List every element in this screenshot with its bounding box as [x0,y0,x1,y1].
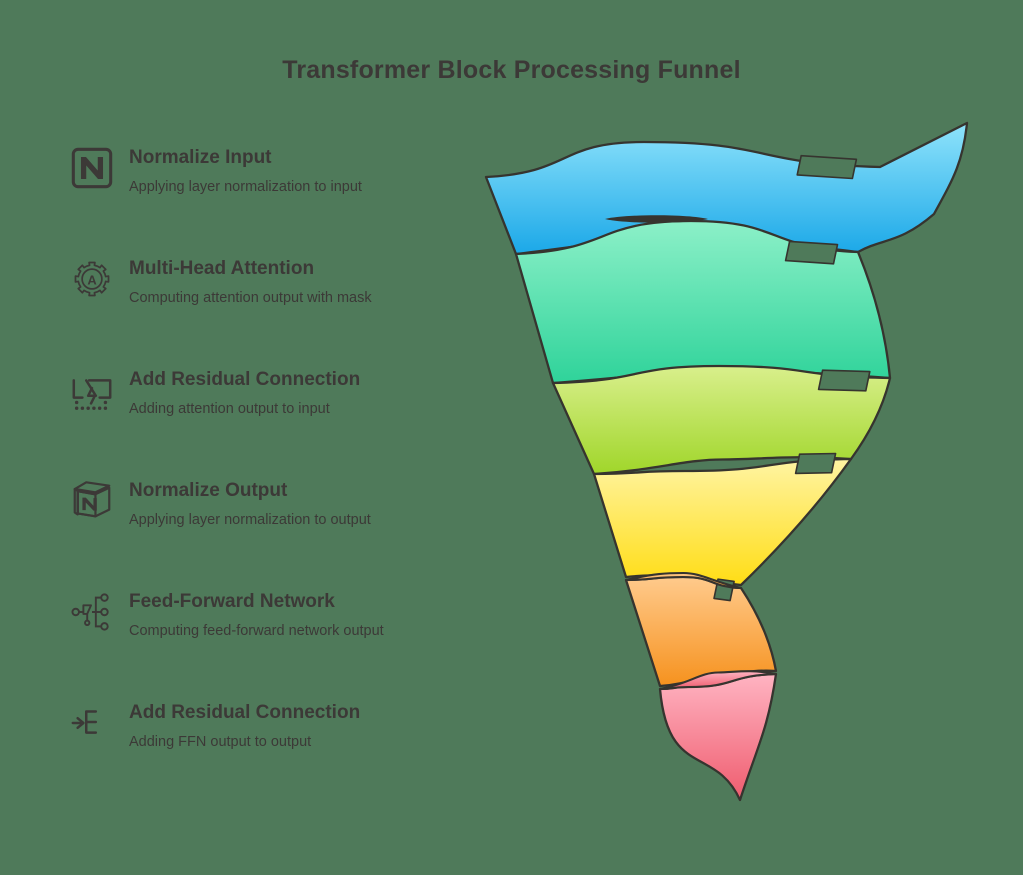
svg-text:A: A [87,272,96,287]
